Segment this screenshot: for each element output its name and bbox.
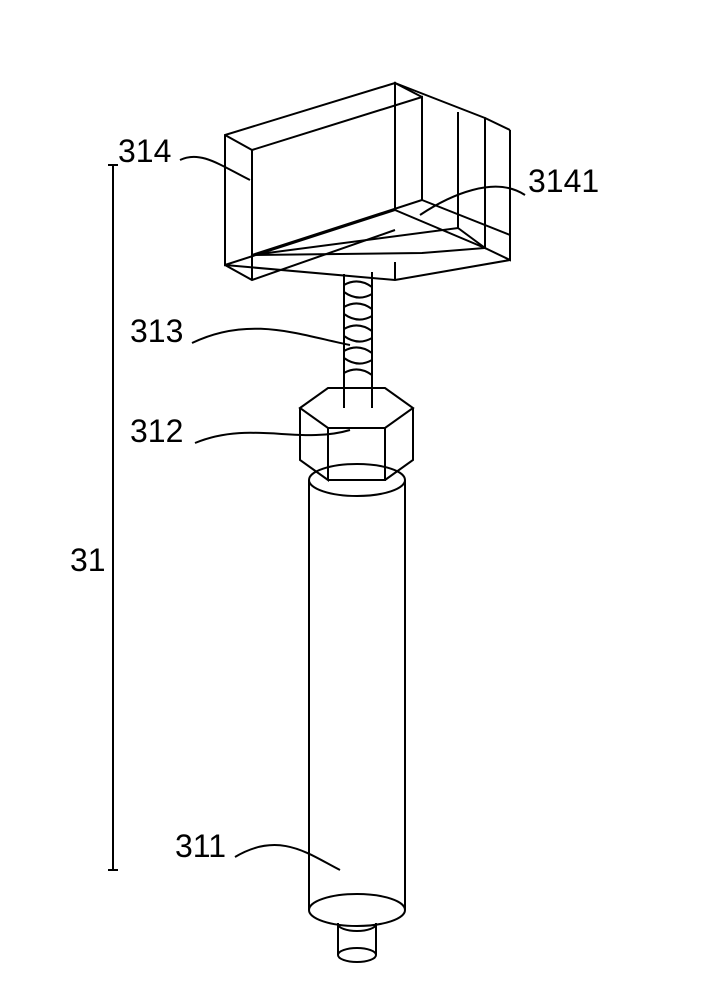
drawing-svg [0, 0, 711, 1000]
dimension-bracket [108, 165, 118, 870]
label-tube: 311 [175, 828, 226, 865]
label-nut: 312 [130, 413, 183, 450]
label-thread: 313 [130, 313, 183, 350]
nut-geometry [300, 388, 413, 480]
diagram-canvas: 31 311 312 313 314 3141 [0, 0, 711, 1000]
label-inner: 3141 [528, 163, 599, 200]
tube-geometry [309, 464, 405, 962]
thread-geometry [344, 272, 372, 390]
bracket-geometry [225, 83, 510, 280]
label-assembly: 31 [70, 542, 106, 579]
label-bracket: 314 [118, 133, 171, 170]
